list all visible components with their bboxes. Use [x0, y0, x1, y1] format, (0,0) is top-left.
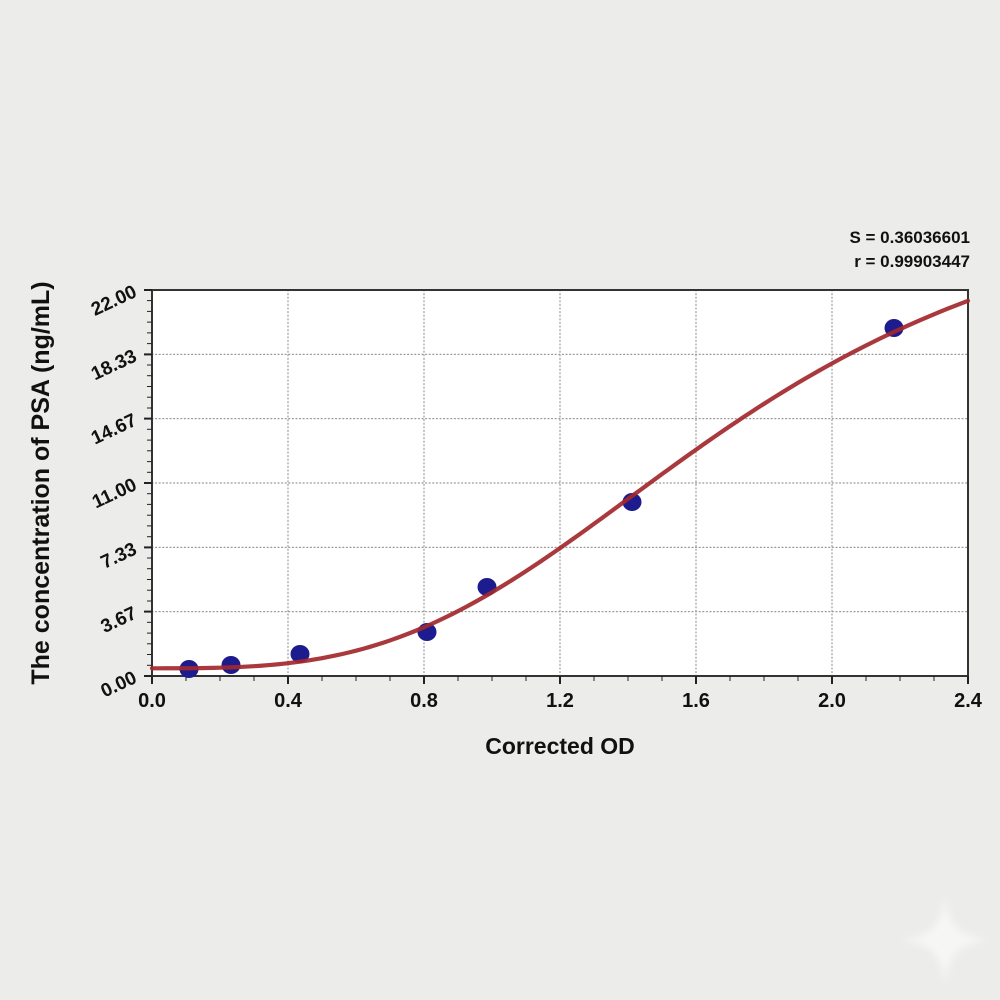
- svg-text:0.0: 0.0: [138, 690, 166, 712]
- svg-text:2.4: 2.4: [954, 690, 983, 712]
- svg-text:11.00: 11.00: [89, 474, 140, 513]
- svg-text:3.67: 3.67: [98, 603, 140, 638]
- svg-text:0.8: 0.8: [410, 690, 438, 712]
- svg-text:1.2: 1.2: [546, 690, 574, 712]
- svg-text:7.33: 7.33: [98, 539, 140, 574]
- svg-text:0.00: 0.00: [98, 667, 140, 702]
- svg-text:0.4: 0.4: [274, 690, 303, 712]
- svg-text:22.00: 22.00: [88, 281, 140, 320]
- svg-text:18.33: 18.33: [88, 346, 140, 385]
- svg-text:2.0: 2.0: [818, 690, 846, 712]
- svg-text:1.6: 1.6: [682, 690, 710, 712]
- svg-text:14.67: 14.67: [88, 410, 140, 449]
